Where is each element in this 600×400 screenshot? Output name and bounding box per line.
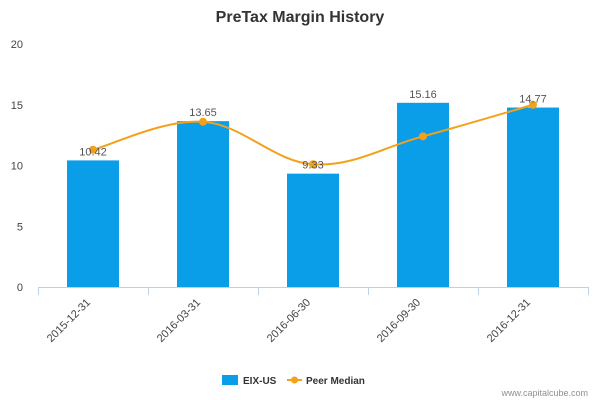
legend-swatch-eix [222,375,238,385]
x-tick-label: 2016-06-30 [265,297,313,345]
legend-marker-peer [291,376,298,384]
peer-median-point [199,117,207,126]
bar [177,121,229,287]
y-tick-label: 5 [17,221,23,233]
legend-label-peer: Peer Median [306,376,365,387]
bar [507,107,559,288]
peer-median-point [309,160,317,169]
bar-data-label: 13.65 [189,107,217,119]
bar-data-label: 15.16 [409,89,437,101]
y-tick-label: 20 [11,39,23,51]
y-axis: 0 5 10 15 20 [11,39,23,294]
legend-label-eix: EIX-US [243,376,277,387]
y-tick-label: 0 [17,282,23,294]
peer-median-point [529,100,537,109]
x-tick-label: 2016-03-31 [155,297,203,345]
peer-median-point [419,132,427,141]
bar-data-label: 14.77 [519,94,547,106]
peer-median-line [92,103,534,166]
bar [67,160,119,287]
bar-data-label: 9.33 [302,160,323,172]
bar [287,173,339,287]
legend[interactable]: EIX-US Peer Median [222,375,365,387]
credit-text: www.capitalcube.com [500,388,588,398]
x-tick-label: 2016-12-31 [485,297,533,345]
y-tick-label: 10 [11,161,23,173]
chart-title: PreTax Margin History [216,9,385,26]
x-tick-label: 2015-12-31 [45,297,93,345]
peer-median-point [89,145,97,154]
bar-data-label: 10.42 [79,146,107,158]
x-axis: 2015-12-31 2016-03-31 2016-06-30 2016-09-30… [38,287,589,345]
x-tick-label: 2016-09-30 [375,297,423,345]
line-series [89,100,537,169]
y-tick-label: 15 [11,100,23,112]
data-labels: 10.42 13.65 9.33 15.16 14.77 [79,89,547,172]
bar-series [67,102,559,288]
